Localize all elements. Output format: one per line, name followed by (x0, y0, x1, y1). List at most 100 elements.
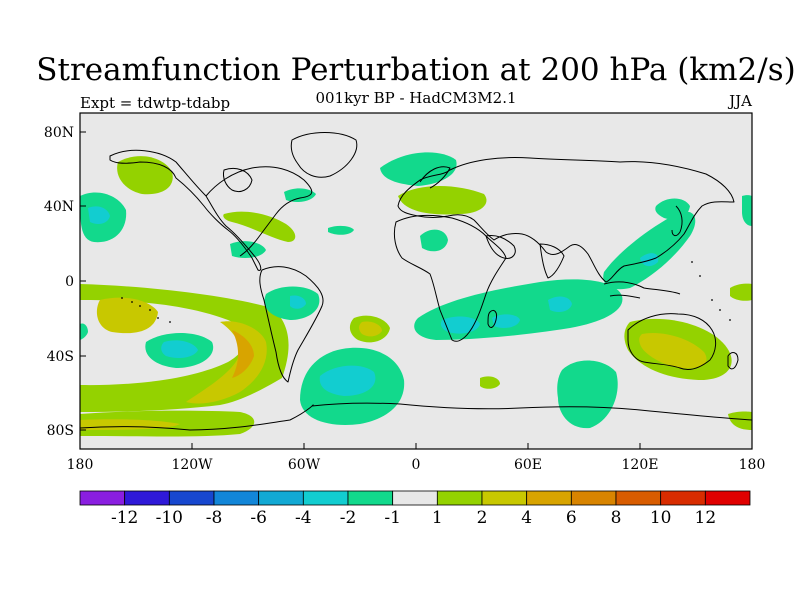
region-negative-east-edge (742, 195, 752, 226)
y-tick: 0 (65, 274, 86, 290)
colorbar-swatch (302, 490, 349, 506)
y-tick-label: 80S (47, 423, 74, 439)
colorbar-label: -1 (384, 508, 401, 528)
experiment-label: Expt = tdwtp-tdabp (80, 94, 230, 112)
x-tick-label: 180 (67, 457, 94, 473)
region-negative-southern-indian (557, 360, 618, 429)
colorbar-label: 4 (521, 508, 532, 528)
coastline-arabia (485, 235, 516, 259)
colorbar-swatches (79, 490, 751, 506)
region-neg2-indian-ocean-b (492, 314, 520, 328)
region-positive-alaska (117, 156, 173, 195)
region-neg2-south-atlantic (319, 365, 376, 396)
coastline-europe-asia (397, 157, 735, 283)
colorbar-label: 10 (650, 508, 672, 528)
region-negative-west-edge (80, 323, 88, 340)
y-tick-label: 40S (47, 349, 74, 365)
region-neg2-south-america (290, 295, 306, 309)
y-tick: 40S (47, 349, 86, 365)
colorbar-swatch (124, 490, 170, 506)
region-positive-east-us (223, 211, 296, 242)
coastline-north-america (109, 149, 262, 271)
colorbar-swatch (213, 490, 260, 506)
coastline-south-america (259, 266, 324, 383)
region-negative-north-atlantic (284, 188, 316, 202)
x-tick: 120E (622, 443, 659, 473)
colorbar-label: -6 (250, 508, 267, 528)
coastlines (80, 132, 752, 431)
positive-anomaly-regions (80, 156, 752, 437)
x-tick: 0 (412, 443, 421, 473)
pacific-islands (121, 261, 731, 323)
region-positive-east-pacific-right (730, 283, 752, 301)
y-tick-label: 40N (44, 199, 74, 215)
colorbar-label: 2 (477, 508, 488, 528)
colorbar-label: 1 (432, 508, 443, 528)
colorbar-swatch (79, 490, 126, 506)
colorbar-swatch (168, 490, 215, 506)
map-area (80, 113, 752, 449)
coastline-hudson-bay (223, 167, 253, 193)
x-tick: 120W (171, 443, 213, 473)
x-tick: 180 (739, 443, 766, 473)
colorbar-label: -8 (206, 508, 223, 528)
region-pos2-south-atlantic (359, 321, 382, 337)
colorbar-label: -10 (156, 508, 183, 528)
region-negative-arctic-europe (380, 152, 457, 186)
colorbar-swatch (436, 490, 483, 506)
coastline-japan (671, 205, 683, 237)
colorbar-label: -12 (111, 508, 138, 528)
y-tick: 80S (47, 423, 86, 439)
map-title: Streamfunction Perturbation at 200 hPa (… (36, 52, 795, 88)
colorbar-swatch (481, 490, 528, 506)
coastline-greenland (290, 132, 358, 178)
y-tick-label: 80N (44, 125, 74, 141)
map-subtitle: 001kyr BP - HadCM3M2.1 (315, 89, 516, 107)
region-neg2-indian-ocean-a (440, 316, 480, 334)
colorbar-label: -4 (295, 508, 312, 528)
colorbar-label: 6 (566, 508, 577, 528)
y-tick: 40N (44, 199, 86, 215)
coastline-north-america-east (205, 166, 313, 257)
x-tick-label: 60W (288, 457, 321, 473)
coastline-africa (393, 214, 507, 342)
colorbar-swatch (570, 490, 617, 506)
colorbar-swatch (660, 490, 706, 506)
colorbar-swatch (392, 490, 438, 506)
colorbar-swatch (258, 490, 304, 506)
region-positive-south-indian (480, 376, 500, 389)
x-tick-label: 120W (171, 457, 213, 473)
region-positive-antarctic-right (728, 411, 752, 430)
region-pos2-australia (639, 332, 707, 369)
x-tick-label: 60E (514, 457, 542, 473)
coastline-india (539, 243, 565, 279)
colorbar-label: 8 (611, 508, 622, 528)
coastline-indonesia (603, 281, 681, 299)
x-tick-label: 0 (412, 457, 421, 473)
y-tick-label: 0 (65, 274, 74, 290)
colorbar-label: -2 (340, 508, 357, 528)
coastline-australia (627, 313, 717, 371)
x-tick: 180 (67, 443, 94, 473)
colorbar-swatch (526, 490, 572, 506)
x-tick-label: 120E (622, 457, 659, 473)
x-tick-label: 180 (739, 457, 766, 473)
colorbar-swatch (704, 490, 751, 506)
coastline-madagascar (487, 309, 497, 328)
region-neg2-west-pacific (640, 253, 659, 267)
x-tick: 60E (514, 443, 542, 473)
x-tick: 60W (288, 443, 321, 473)
region-neg2-indian-ocean-c (548, 296, 572, 312)
colorbar-swatch (615, 490, 662, 506)
region-neg2-north-pacific (88, 206, 110, 224)
season-label: JJA (727, 92, 752, 110)
colorbar-labels: -12 -10 -8 -6 -4 -2 -1 1 2 4 6 8 10 12 (111, 508, 716, 528)
region-pos2-south-pacific-a (96, 297, 158, 334)
coastline-scandinavia (419, 166, 451, 189)
coastline-new-zealand (727, 352, 739, 370)
colorbar-label: 12 (695, 508, 717, 528)
x-axis-ticks: 180 120W 60W 0 60E 120E 180 (67, 443, 766, 473)
region-negative-africa (420, 229, 448, 252)
colorbar: -12 -10 -8 -6 -4 -2 -1 1 2 4 6 8 10 12 (79, 490, 751, 528)
